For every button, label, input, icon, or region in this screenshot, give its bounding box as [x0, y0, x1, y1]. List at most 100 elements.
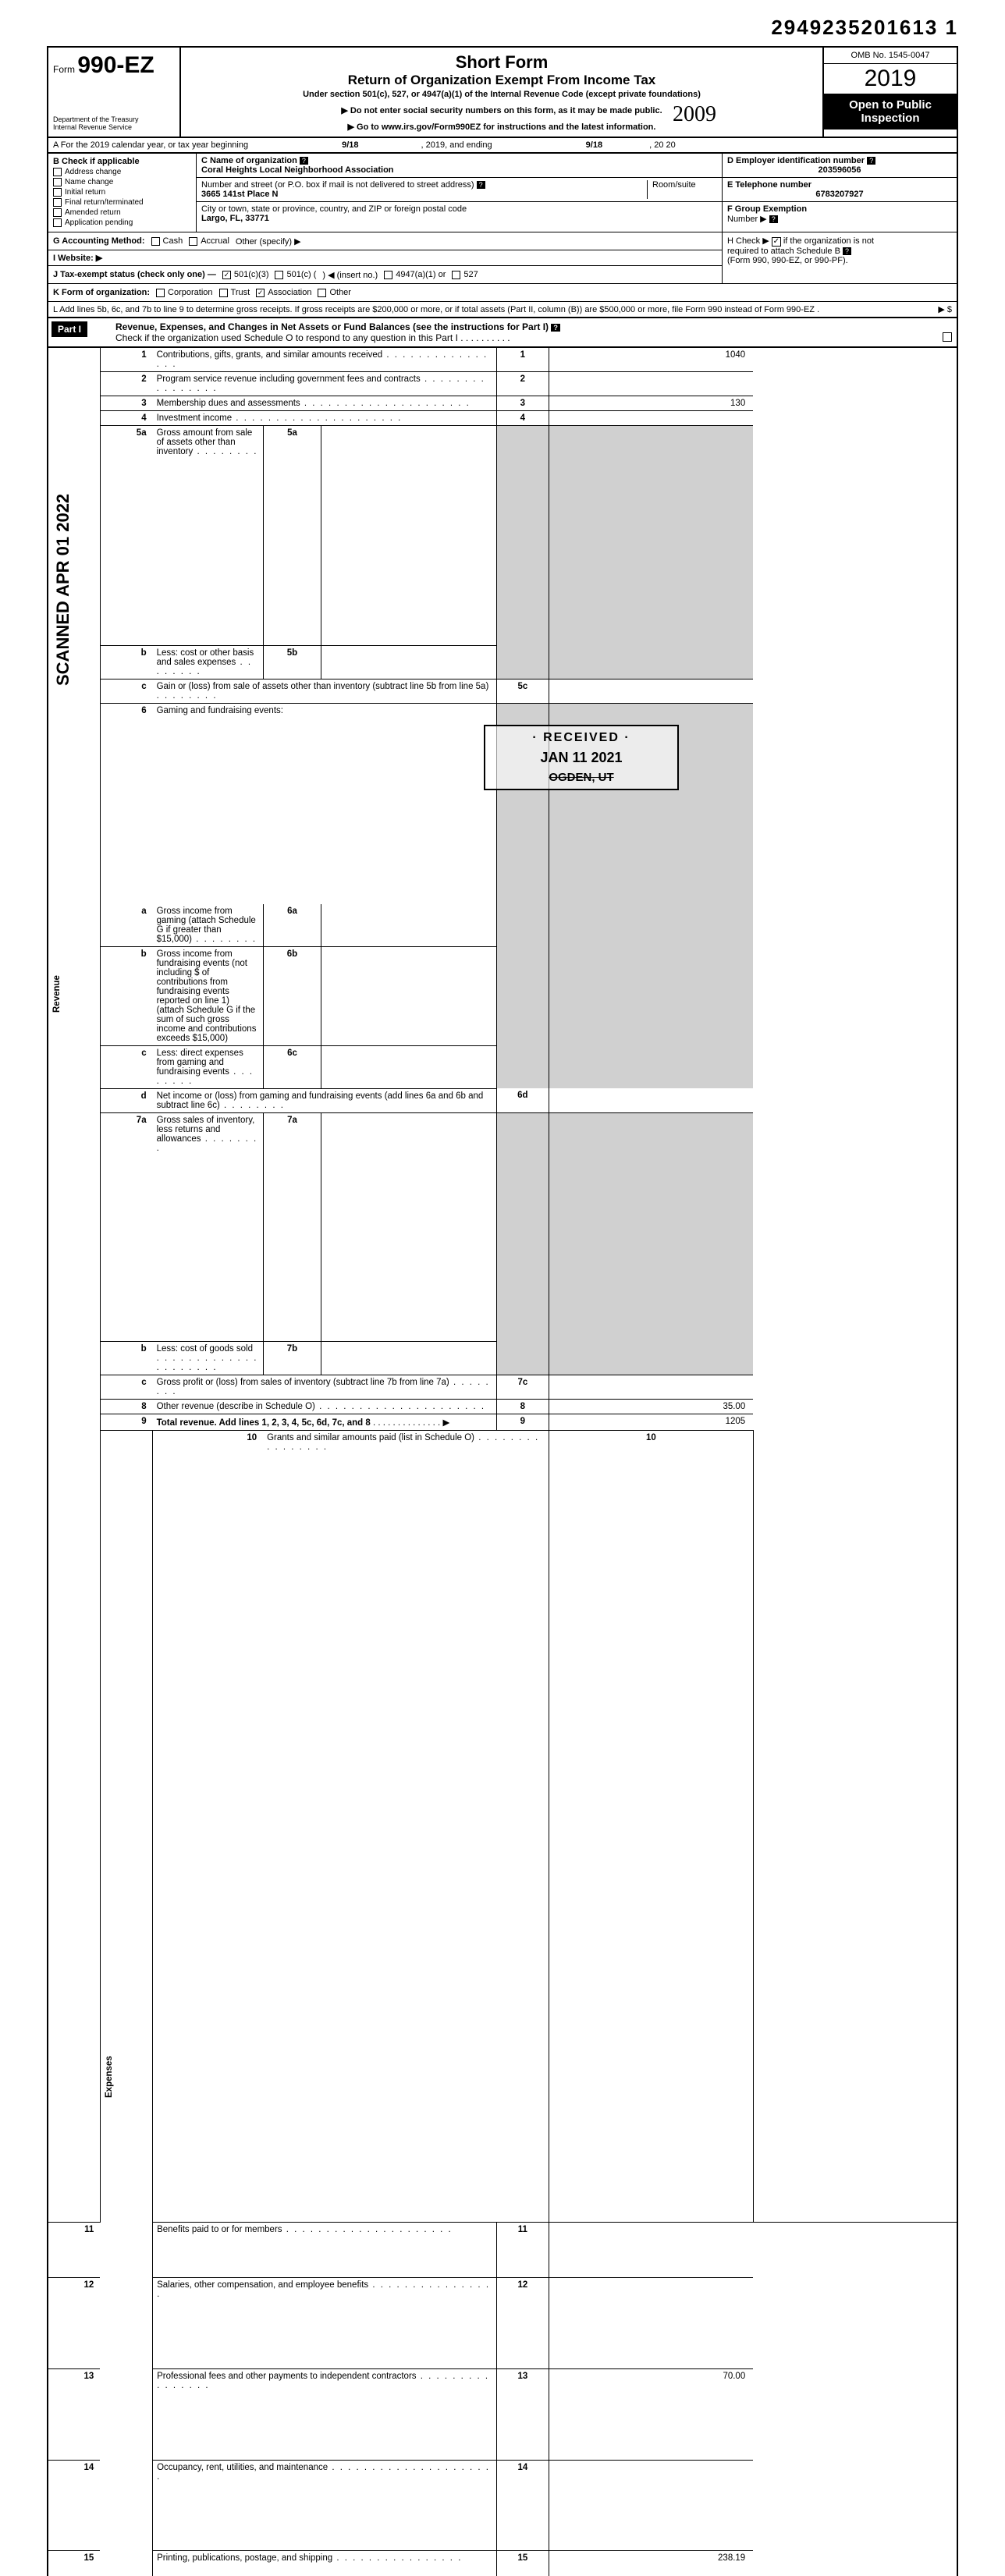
other-label: Other (specify) ▶ — [236, 236, 301, 247]
stamp-location: OGDEN, UT — [496, 771, 666, 784]
line-desc: Salaries, other compensation, and employ… — [153, 2278, 497, 2369]
open-public-2: Inspection — [827, 112, 954, 125]
checkbox-icon[interactable] — [943, 332, 952, 342]
omb-number: OMB No. 1545-0047 — [824, 48, 957, 64]
line-desc: Membership dues and assessments — [153, 396, 497, 411]
row-h-2: if the organization is not — [783, 236, 874, 246]
form-prefix: Form — [53, 64, 75, 75]
mini-val — [321, 1342, 496, 1375]
chk-initial: Initial return — [65, 188, 105, 197]
line-rnum: 5c — [496, 679, 549, 703]
title-2: Return of Organization Exempt From Incom… — [189, 73, 815, 88]
form-header: Form 990-EZ Department of the Treasury I… — [47, 46, 958, 138]
form-number: 990-EZ — [77, 52, 154, 78]
mini-num: 5b — [263, 645, 321, 679]
checkbox-icon[interactable] — [384, 271, 392, 279]
line-value — [549, 2460, 754, 2551]
checkbox-icon[interactable] — [53, 218, 62, 227]
row-h-1: H Check ▶ — [727, 236, 769, 246]
checkbox-icon[interactable] — [219, 289, 228, 297]
checkbox-icon[interactable] — [189, 237, 197, 246]
city-label: City or town, state or province, country… — [201, 204, 467, 214]
mini-val — [321, 1112, 496, 1342]
line-num: 14 — [48, 2460, 100, 2551]
instruction-1: ▶ Do not enter social security numbers o… — [189, 105, 815, 115]
line-value — [549, 679, 754, 703]
line-num: 7a — [100, 1112, 152, 1342]
line-desc: Total revenue. Add lines 1, 2, 3, 4, 5c,… — [153, 1414, 497, 1431]
expenses-side-label: Expenses — [100, 1431, 152, 2576]
part-1-label: Part I — [51, 321, 87, 337]
line-value — [549, 1088, 754, 1112]
line-desc: Printing, publications, postage, and shi… — [153, 2551, 497, 2576]
checkbox-icon[interactable] — [151, 237, 160, 246]
line-num: 5a — [100, 426, 152, 646]
line-value: 1205 — [549, 1414, 754, 1431]
mini-val — [321, 645, 496, 679]
help-icon: ? — [477, 181, 485, 189]
chk-pending: Application pending — [65, 218, 133, 227]
line-desc: Gaming and fundraising events: — [153, 703, 497, 903]
line-num: 11 — [48, 2222, 100, 2277]
line-num: 12 — [48, 2278, 100, 2369]
line-value — [753, 1431, 957, 2223]
subtitle: Under section 501(c), 527, or 4947(a)(1)… — [189, 90, 815, 99]
line-rnum: 8 — [496, 1400, 549, 1414]
help-icon: ? — [769, 215, 778, 223]
line-value — [549, 372, 754, 396]
tracking-number: 2949235201613 1 — [47, 16, 958, 40]
mini-val — [321, 946, 496, 1045]
line-num: 15 — [48, 2551, 100, 2576]
line-rnum: 6d — [496, 1088, 549, 1112]
checkbox-icon[interactable] — [318, 289, 326, 297]
chk-amended: Amended return — [65, 208, 121, 217]
checkbox-icon[interactable] — [452, 271, 460, 279]
line-desc: Gross amount from sale of assets other t… — [153, 426, 264, 646]
mini-num: 6c — [263, 1045, 321, 1088]
checkbox-icon[interactable] — [53, 198, 62, 207]
line-items-table: Revenue 1 Contributions, gifts, grants, … — [47, 348, 958, 2576]
row-h-4: (Form 990, 990-EZ, or 990-PF). — [727, 256, 848, 265]
accrual-label: Accrual — [201, 236, 229, 246]
k-other: Other — [329, 288, 351, 297]
mini-num: 6a — [263, 904, 321, 947]
line-value: 238.19 — [549, 2551, 754, 2576]
section-d-label: D Employer identification number — [727, 156, 865, 165]
line-num: 4 — [100, 411, 152, 426]
shade-cell — [549, 426, 754, 679]
line-value — [549, 411, 754, 426]
section-f-label2: Number ▶ — [727, 215, 767, 224]
checkbox-icon[interactable] — [53, 208, 62, 217]
checkbox-icon[interactable]: ✓ — [772, 237, 781, 247]
addr-label: Number and street (or P.O. box if mail i… — [201, 180, 474, 190]
line-value: 1040 — [549, 348, 754, 372]
section-e-label: E Telephone number — [727, 180, 811, 190]
line-desc: Gross profit or (loss) from sales of inv… — [153, 1375, 497, 1400]
revenue-side-label: Revenue — [48, 348, 100, 2222]
j-527: 527 — [463, 270, 478, 279]
line-num: b — [100, 946, 152, 1045]
checkbox-icon[interactable]: ✓ — [256, 289, 265, 297]
mini-val — [321, 1045, 496, 1088]
line-num: 9 — [100, 1414, 152, 1431]
checkbox-icon[interactable] — [275, 271, 283, 279]
stamp-date: JAN 11 2021 — [496, 750, 666, 766]
checkbox-icon[interactable] — [53, 188, 62, 197]
row-l-text: L Add lines 5b, 6c, and 7b to line 9 to … — [53, 305, 932, 314]
k-assoc: Association — [268, 288, 311, 297]
row-g-label: G Accounting Method: — [53, 236, 145, 246]
row-a: A For the 2019 calendar year, or tax yea… — [47, 138, 958, 154]
checkbox-icon[interactable] — [53, 178, 62, 186]
line-desc: Gain or (loss) from sale of assets other… — [153, 679, 497, 703]
j-501c: 501(c) ( — [286, 270, 316, 279]
line-desc: Gross income from gaming (attach Schedul… — [153, 904, 264, 947]
section-b-label: B Check if applicable — [53, 157, 191, 166]
checkbox-icon[interactable]: ✓ — [222, 271, 231, 279]
line-rnum: 10 — [549, 1431, 754, 2223]
checkbox-icon[interactable] — [156, 289, 165, 297]
checkbox-icon[interactable] — [53, 168, 62, 176]
section-f-label: F Group Exemption — [727, 204, 807, 214]
line-desc: Less: direct expenses from gaming and fu… — [153, 1045, 264, 1088]
dept-2: Internal Revenue Service — [53, 124, 175, 132]
line-rnum: 9 — [496, 1414, 549, 1431]
